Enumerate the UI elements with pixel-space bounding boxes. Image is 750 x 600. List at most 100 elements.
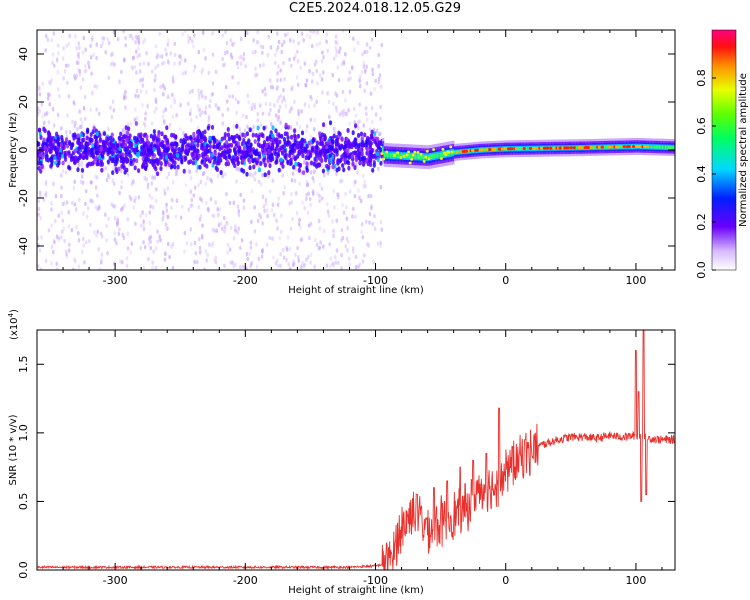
snr-panel: -300 -200 -100 0 100 0.00.51.01.5 Height of …	[7, 309, 676, 596]
noise-speckle	[94, 185, 98, 190]
noise-speckle	[291, 262, 295, 268]
noise-speckle	[110, 114, 114, 120]
signal-band-cell	[411, 154, 414, 159]
noise-speckle	[192, 68, 196, 73]
noise-speckle	[293, 99, 296, 105]
spectral-cell	[43, 144, 47, 150]
noise-speckle	[234, 262, 237, 267]
noise-speckle	[198, 245, 202, 251]
noise-speckle	[333, 205, 336, 210]
noise-speckle	[135, 70, 138, 75]
noise-speckle	[254, 170, 257, 176]
noise-speckle	[234, 228, 237, 233]
noise-speckle	[126, 172, 130, 177]
spectral-cell	[220, 136, 224, 142]
spectral-cell	[91, 154, 96, 160]
noise-speckle	[42, 197, 46, 202]
spectral-cell	[120, 164, 124, 169]
noise-speckle	[377, 63, 380, 69]
noise-speckle	[257, 256, 261, 262]
spectral-cell	[248, 127, 252, 133]
noise-speckle	[358, 78, 361, 83]
noise-speckle	[283, 184, 287, 190]
spectral-cell	[121, 152, 125, 158]
spectral-cell	[115, 158, 119, 164]
noise-speckle	[361, 52, 364, 57]
noise-speckle	[314, 238, 317, 243]
noise-speckle	[246, 124, 249, 130]
noise-speckle	[63, 238, 66, 244]
spectral-cell	[270, 153, 274, 158]
noise-speckle	[147, 61, 150, 67]
noise-speckle	[146, 104, 149, 110]
noise-speckle	[341, 89, 345, 95]
noise-speckle	[52, 123, 56, 128]
signal-band-cell	[619, 145, 622, 149]
noise-speckle	[197, 88, 200, 93]
noise-speckle	[172, 96, 176, 102]
noise-speckle	[379, 116, 382, 122]
spectral-cell	[372, 162, 376, 168]
spectral-cell	[108, 135, 113, 141]
noise-speckle	[305, 124, 309, 129]
spectral-cell	[360, 136, 364, 142]
noise-speckle	[284, 104, 288, 109]
noise-speckle	[66, 113, 69, 118]
noise-speckle	[312, 169, 316, 174]
noise-speckle	[214, 260, 218, 265]
noise-speckle	[257, 179, 261, 184]
noise-speckle	[51, 60, 54, 65]
noise-speckle	[277, 196, 281, 201]
noise-speckle	[327, 99, 331, 105]
signal-peak-cell	[616, 145, 620, 149]
signal-band-cell	[422, 154, 425, 160]
spectral-cell	[254, 132, 258, 138]
noise-speckle	[300, 109, 303, 114]
noise-speckle	[316, 191, 319, 197]
noise-speckle	[277, 115, 281, 120]
noise-speckle	[260, 157, 263, 163]
noise-speckle	[80, 160, 84, 165]
noise-speckle	[175, 168, 178, 174]
noise-speckle	[241, 113, 245, 118]
noise-speckle	[301, 260, 304, 265]
noise-speckle	[261, 111, 265, 116]
noise-speckle	[283, 76, 286, 82]
noise-speckle	[106, 173, 110, 178]
noise-speckle	[142, 222, 145, 228]
noise-speckle	[363, 179, 367, 185]
noise-speckle	[142, 266, 146, 270]
spectral-cell	[91, 142, 95, 148]
noise-speckle	[298, 124, 302, 130]
noise-speckle	[135, 88, 139, 94]
spectral-cell	[231, 138, 236, 144]
noise-speckle	[81, 121, 84, 126]
noise-speckle	[96, 193, 99, 198]
noise-speckle	[356, 120, 360, 125]
spectral-cell	[292, 164, 296, 170]
noise-speckle	[164, 222, 168, 227]
spectral-cell	[156, 146, 161, 152]
spectral-cell	[314, 149, 318, 155]
noise-speckle	[37, 206, 41, 212]
noise-speckle	[188, 90, 192, 95]
noise-speckle	[290, 191, 293, 197]
signal-peak-cell	[500, 147, 504, 151]
noise-speckle	[354, 214, 357, 220]
signal-band-cell	[592, 145, 596, 149]
noise-speckle	[273, 103, 276, 108]
noise-speckle	[261, 45, 265, 50]
spectral-cell	[142, 149, 147, 154]
noise-speckle	[363, 88, 367, 94]
noise-speckle	[39, 267, 43, 270]
noise-speckle	[163, 86, 166, 91]
noise-speckle	[327, 213, 331, 218]
snr-x-label: Height of straight line (km)	[288, 585, 424, 596]
noise-speckle	[368, 220, 371, 225]
noise-speckle	[251, 125, 254, 130]
noise-speckle	[311, 44, 314, 49]
noise-speckle	[287, 262, 291, 267]
noise-speckle	[201, 67, 205, 72]
noise-speckle	[74, 207, 78, 212]
